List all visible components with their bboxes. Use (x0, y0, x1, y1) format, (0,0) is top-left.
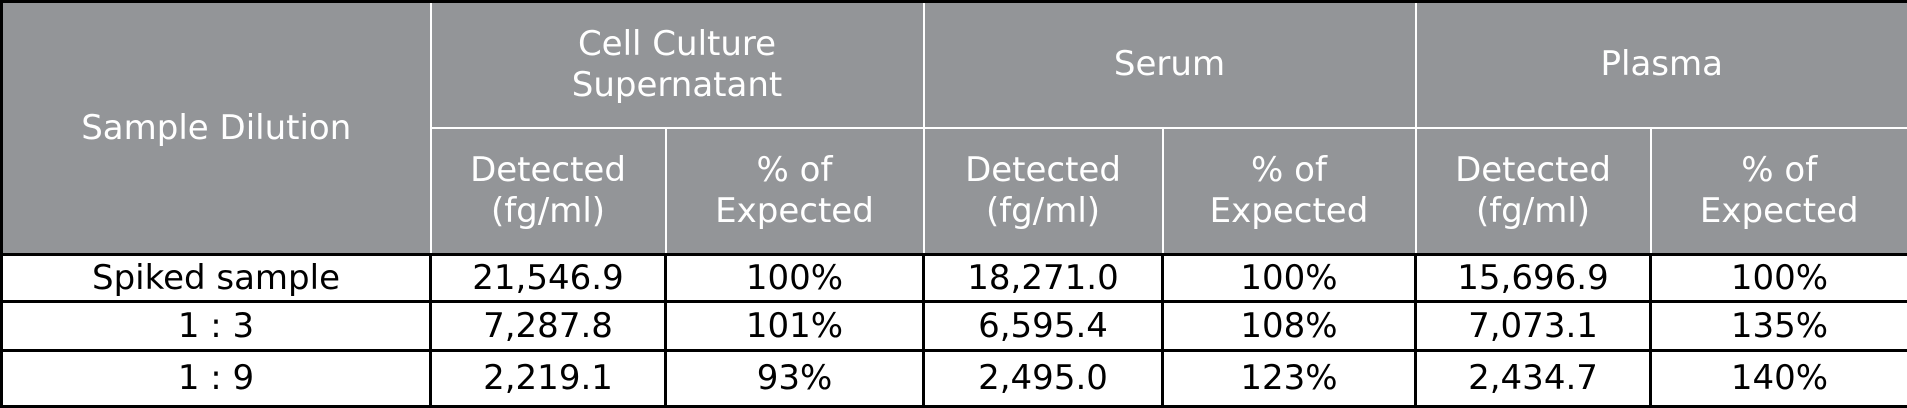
group-header-text: Serum (1045, 44, 1295, 85)
row-label: Spiked sample (2, 255, 431, 302)
cell: 108% (1163, 302, 1416, 351)
cell: 2,219.1 (431, 351, 666, 407)
cell: 140% (1651, 351, 1907, 407)
cell: 2,434.7 (1416, 351, 1651, 407)
cell: 123% (1163, 351, 1416, 407)
row-label: 1 : 9 (2, 351, 431, 407)
cell: 100% (1163, 255, 1416, 302)
cell: 7,073.1 (1416, 302, 1651, 351)
sub-header: % of Expected (1651, 128, 1907, 255)
sub-header: Detected (fg/ml) (924, 128, 1163, 255)
row-label: 1 : 3 (2, 302, 431, 351)
sub-header: Detected (fg/ml) (1416, 128, 1651, 255)
cell: 21,546.9 (431, 255, 666, 302)
sub-header-text: % of Expected (1194, 150, 1384, 232)
sub-header: Detected (fg/ml) (431, 128, 666, 255)
sub-header-text: Detected (fg/ml) (1438, 150, 1628, 232)
cell: 18,271.0 (924, 255, 1163, 302)
sub-header-text: Detected (fg/ml) (453, 150, 643, 232)
cell: 100% (1651, 255, 1907, 302)
cell: 135% (1651, 302, 1907, 351)
cell: 7,287.8 (431, 302, 666, 351)
cell: 93% (666, 351, 924, 407)
group-header: Plasma (1416, 2, 1907, 128)
group-header: Serum (924, 2, 1416, 128)
sub-header: % of Expected (666, 128, 924, 255)
cell: 6,595.4 (924, 302, 1163, 351)
sub-header-text: % of Expected (1684, 150, 1874, 232)
sub-header-text: % of Expected (700, 150, 890, 232)
group-header: Cell Culture Supernatant (431, 2, 924, 128)
cell: 15,696.9 (1416, 255, 1651, 302)
sub-header-text: Detected (fg/ml) (948, 150, 1138, 232)
cell: 101% (666, 302, 924, 351)
cell: 2,495.0 (924, 351, 1163, 407)
cell: 100% (666, 255, 924, 302)
group-header-text: Cell Culture Supernatant (552, 24, 802, 106)
row-header: Sample Dilution (2, 2, 431, 255)
group-header-text: Plasma (1537, 44, 1787, 85)
sub-header: % of Expected (1163, 128, 1416, 255)
